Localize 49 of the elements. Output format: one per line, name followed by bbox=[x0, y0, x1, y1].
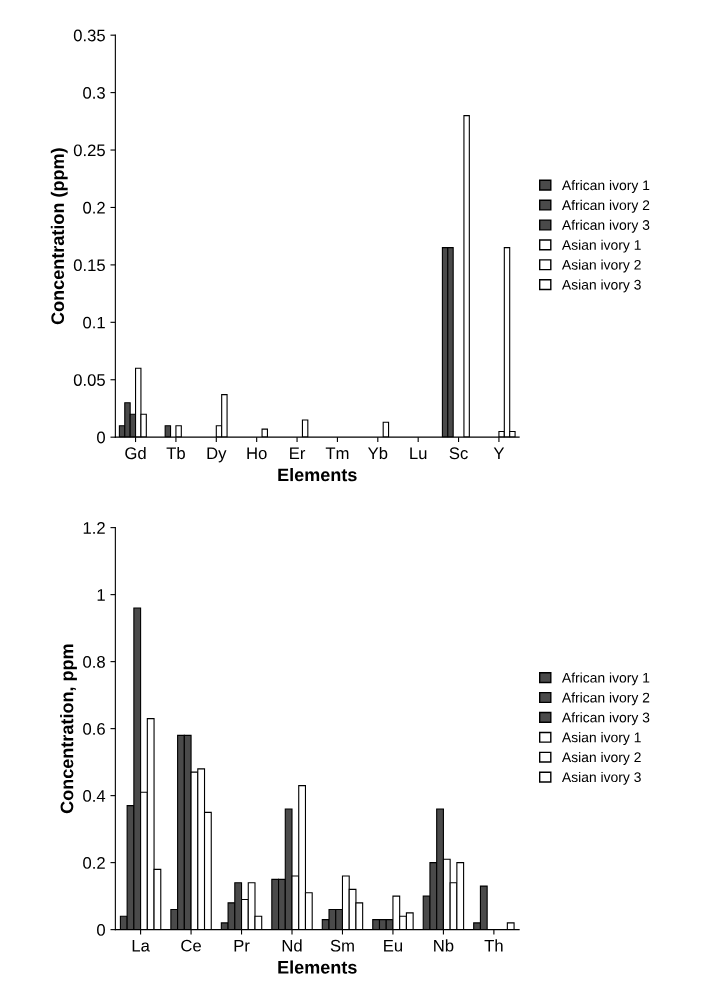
y-tick-label: 0.25 bbox=[73, 144, 105, 157]
y-tick-label: 1.2 bbox=[83, 522, 105, 534]
x-tick-label: Eu bbox=[384, 939, 403, 952]
x-tick-label: Pr bbox=[234, 939, 250, 952]
x-tick-label: Sm bbox=[330, 939, 354, 952]
y-tick-label: 0.2 bbox=[83, 857, 105, 869]
y-tick-label: 0.3 bbox=[83, 87, 105, 99]
x-tick-label: Gd bbox=[125, 446, 146, 460]
legend-label: African ivory 2 bbox=[561, 692, 650, 706]
x-tick-label: Er bbox=[290, 447, 306, 459]
x-axis-title: Elements bbox=[278, 467, 357, 482]
x-tick-label: Y bbox=[493, 447, 505, 459]
x-axis-title: Elements bbox=[278, 960, 357, 974]
y-tick-label: 0.15 bbox=[73, 259, 105, 272]
legend-label: African ivory 2 bbox=[561, 199, 650, 213]
legend-label: Asian ivory 1 bbox=[561, 239, 641, 253]
y-tick-label: 0.1 bbox=[83, 316, 105, 329]
y-axis-title: Concentration, ppm bbox=[60, 644, 77, 814]
y-tick-label: 0 bbox=[97, 924, 105, 936]
x-tick-label: Yb bbox=[367, 446, 388, 460]
legend-label: Asian ivory 2 bbox=[561, 751, 641, 765]
legend-label: African ivory 3 bbox=[561, 219, 650, 233]
x-tick-label: Ce bbox=[181, 939, 201, 952]
legend-label: Asian ivory 2 bbox=[561, 259, 641, 273]
x-tick-label: Ho bbox=[247, 447, 267, 460]
y-tick-label: 0.35 bbox=[73, 29, 105, 42]
y-tick-label: 0.2 bbox=[83, 201, 105, 214]
y-tick-label: 0.8 bbox=[83, 656, 105, 668]
x-tick-label: Nd bbox=[282, 939, 302, 952]
x-tick-label: Th bbox=[484, 939, 503, 952]
x-tick-label: Lu bbox=[410, 447, 427, 460]
x-tick-label: Nb bbox=[434, 939, 454, 952]
legend-label: Asian ivory 3 bbox=[561, 771, 641, 785]
legend-label: African ivory 1 bbox=[561, 672, 650, 686]
legend-label: Asian ivory 3 bbox=[561, 279, 641, 293]
legend-label: African ivory 1 bbox=[561, 179, 650, 193]
x-tick-label: Dy bbox=[207, 447, 227, 463]
x-tick-label: Sc bbox=[449, 447, 468, 460]
x-tick-label: Tm bbox=[325, 447, 349, 459]
y-tick-label: 0 bbox=[97, 431, 105, 444]
y-tick-label: 1 bbox=[97, 589, 105, 601]
y-tick-label: 0.05 bbox=[73, 374, 105, 386]
legend-label: Asian ivory 1 bbox=[561, 732, 641, 746]
y-tick-label: 0.6 bbox=[83, 723, 105, 735]
x-tick-label: Tb bbox=[166, 446, 185, 460]
x-tick-label: La bbox=[132, 939, 150, 952]
y-axis-title: Concentration (ppm) bbox=[50, 148, 68, 325]
legend-label: African ivory 3 bbox=[561, 712, 650, 726]
y-tick-label: 0.4 bbox=[83, 790, 106, 802]
